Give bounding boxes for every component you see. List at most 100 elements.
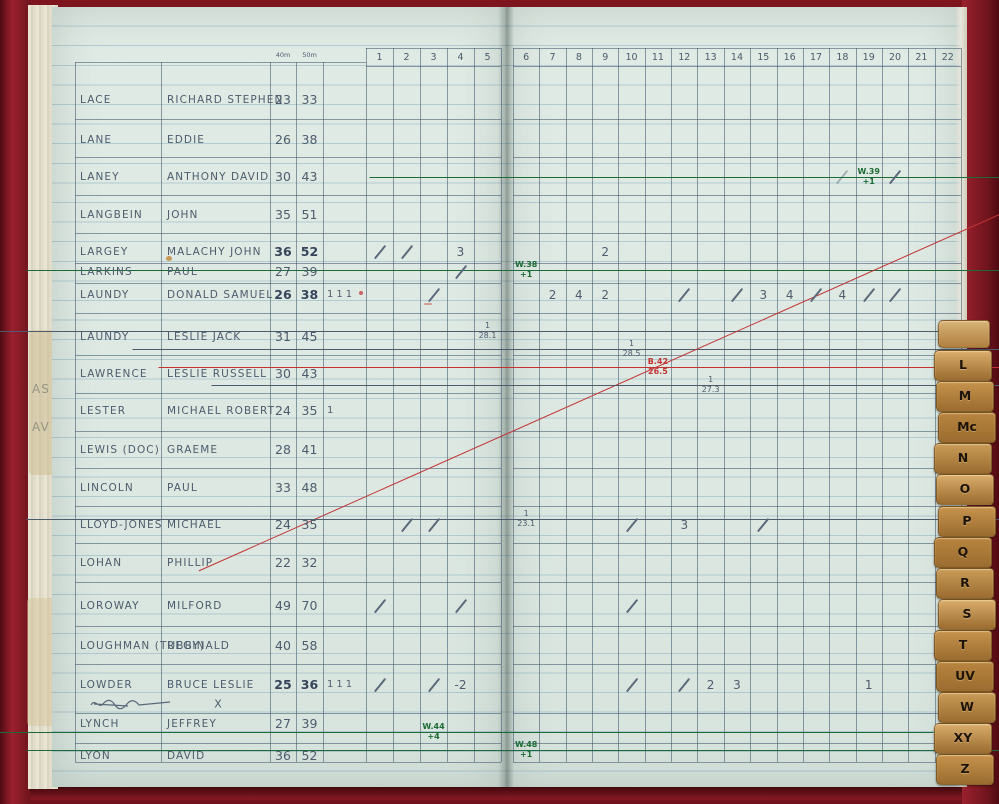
handicap-50-cell: 35 [301, 403, 318, 418]
handicap-40-cell: 23 [275, 92, 291, 107]
handicap-50-cell: 36 [300, 677, 319, 692]
given-name-cell: PHILLIP [167, 557, 214, 569]
surname-cell: LAUNDY [80, 289, 130, 301]
grid-line [296, 62, 297, 762]
grid-line [513, 582, 961, 583]
given-name-cell: REGINALD [167, 640, 230, 652]
index-tab-w[interactable]: W [938, 692, 996, 724]
index-tab-z[interactable]: Z [936, 754, 994, 786]
round-number-mark: -2 [454, 678, 467, 692]
round-number-mark: 2 [548, 288, 557, 302]
handicap-50-cell: 38 [300, 287, 319, 302]
grid-line [75, 506, 501, 507]
grid-line [776, 48, 778, 762]
round-fraction-mark: W.44 +4 [0, 722, 933, 741]
index-tab-q[interactable]: Q [934, 536, 992, 568]
handicap-40-cell: 24 [275, 403, 291, 418]
index-tab-label: W [960, 699, 974, 715]
index-tab-label: T [958, 636, 968, 652]
handicap-50-cell: 32 [301, 555, 318, 570]
round-number-mark: 2 [706, 678, 715, 692]
grid-line [513, 283, 961, 284]
tally-cell: 111 [327, 289, 356, 300]
grid-line [513, 233, 961, 234]
surname-cell: LEWIS (DOC) [80, 444, 160, 456]
handicap-40-cell: 26 [275, 132, 291, 147]
grid-line [323, 62, 324, 762]
grid-line [75, 355, 501, 356]
round-column-label: 7 [549, 52, 556, 63]
surname-cell: LAWRENCE [80, 368, 148, 380]
round-column-label: 8 [575, 52, 582, 63]
given-name-cell: MILFORD [167, 600, 223, 612]
grid-line [855, 48, 857, 762]
fraction-bottom: +1 [862, 176, 875, 186]
surname-cell: LYNCH [80, 718, 120, 730]
fraction-top: 1 [0, 321, 987, 332]
grid-line [513, 626, 961, 627]
handicap-40-cell: 27 [275, 264, 291, 279]
right-page [504, 7, 962, 787]
index-tab-m[interactable]: M [936, 381, 994, 413]
round-column-label: 5 [484, 52, 491, 63]
round-fraction-mark: W.38 +1 [26, 260, 999, 279]
grid-line [513, 743, 961, 744]
handicap-40-cell: 33 [275, 480, 291, 495]
handicap-50-cell: 45 [301, 329, 318, 344]
handicap-50-cell: 39 [301, 716, 318, 731]
left-page [52, 7, 504, 787]
handicap-40-cell: 28 [275, 442, 291, 457]
grid-line [513, 355, 961, 356]
surname-cell: LOHAN [80, 557, 123, 569]
surname-cell: LOUGHMAN (TUBBY) [80, 640, 206, 652]
fraction-bottom: 27.3 [701, 384, 720, 394]
handicap-50-cell: 43 [301, 366, 318, 381]
index-tab-r[interactable]: R [936, 567, 994, 599]
tally-cell: 111 [327, 679, 356, 690]
round-fraction-mark: 1 28.5 [132, 339, 999, 358]
cover-spine-left [0, 0, 30, 804]
index-tab-xy[interactable]: XY [934, 723, 992, 755]
index-tab-label: N [957, 450, 969, 466]
index-tab-uv[interactable]: UV [936, 661, 994, 692]
given-name-cell: LESLIE JACK [167, 331, 242, 343]
index-tab-mc[interactable]: Mc [938, 412, 996, 444]
grid-line [934, 48, 936, 762]
round-number-mark: 2 [601, 288, 610, 302]
grid-line [270, 62, 271, 762]
given-name-cell: MALACHY JOHN [167, 246, 262, 258]
round-column-label: 19 [862, 52, 875, 63]
grid-line [75, 313, 501, 314]
index-tab-n[interactable]: N [934, 443, 992, 475]
grid-line [513, 66, 961, 67]
index-tab-p[interactable]: P [938, 505, 996, 537]
grid-line [75, 195, 501, 196]
grid-line [697, 48, 699, 762]
distance-header-40: 40m [275, 51, 291, 59]
fraction-bottom: +1 [520, 269, 533, 279]
index-tab-label: Z [960, 761, 970, 777]
handicap-40-cell: 26 [274, 287, 292, 302]
grid-line [829, 48, 831, 762]
surname-cell: LOWDER [80, 679, 133, 691]
handicap-40-cell: 40 [275, 638, 291, 653]
round-column-label: 12 [678, 52, 691, 63]
round-fraction-mark: W.39 +1 [369, 167, 999, 186]
handicap-50-cell: 52 [300, 244, 319, 259]
given-name-cell: BRUCE LESLIE [167, 679, 255, 691]
given-name-cell: LESLIE RUSSELL [167, 368, 268, 380]
index-tab-s[interactable]: S [938, 598, 996, 630]
grid-line [618, 48, 620, 762]
index-tab-o[interactable]: O [936, 474, 994, 506]
index-tab-t[interactable]: T [934, 629, 992, 661]
grid-line [75, 543, 501, 544]
grid-line [513, 713, 961, 714]
fraction-top: W.38 [26, 260, 999, 271]
grid-line [539, 48, 541, 762]
round-column-label: 11 [651, 52, 664, 63]
round-number-mark: 4 [575, 288, 583, 302]
given-name-cell: PAUL [167, 266, 198, 278]
index-tab-l[interactable]: L [934, 350, 992, 381]
